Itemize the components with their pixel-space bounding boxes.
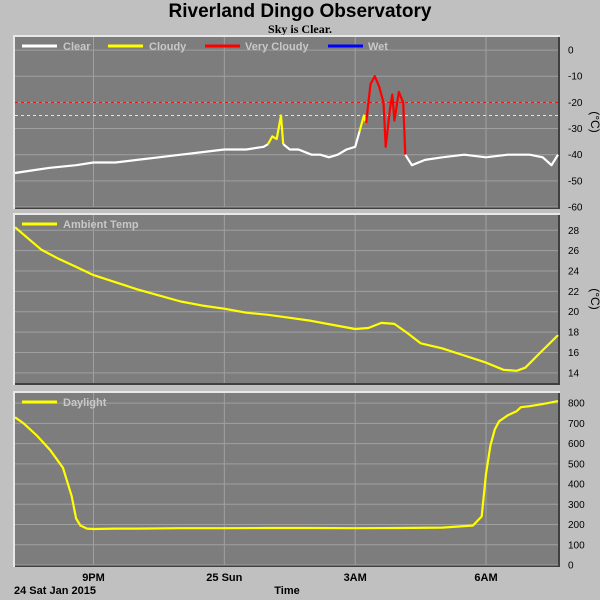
y-tick-label: 14 [568,368,580,379]
x-axis-label: Time [274,585,299,597]
series-line-cloudy [267,114,285,145]
sky-status-subtitle: Sky is Clear. [268,22,332,36]
page-title: Riverland Dingo Observatory [168,1,432,22]
y-tick-label: 600 [568,439,585,450]
legend-label: Daylight [63,397,107,409]
plot-area [15,215,558,383]
legend-label: Clear [63,41,91,53]
y-tick-label: 28 [568,226,580,237]
date-label: 24 Sat Jan 2015 [14,585,96,597]
x-tick-label: 3AM [344,572,367,584]
y-tick-label: 400 [568,480,585,491]
y-tick-label: 22 [568,287,580,298]
legend-label: Wet [368,41,388,53]
y-axis-unit-label: (°C) [588,111,600,132]
legend-label: Cloudy [149,41,187,53]
y-tick-label: 26 [568,246,580,257]
y-tick-label: -60 [568,203,583,214]
y-tick-label: 300 [568,500,585,511]
y-tick-label: 500 [568,459,585,470]
series-line-clear [282,130,361,159]
series-line-ambient-temp [14,226,559,372]
legend-label: Ambient Temp [63,219,139,231]
x-tick-label: 6AM [474,572,497,584]
y-tick-label: 200 [568,520,585,531]
y-tick-label: -30 [568,124,583,135]
y-axis-unit-label: (°C) [588,288,600,309]
y-tick-label: -50 [568,176,583,187]
y-tick-label: -10 [568,72,583,83]
y-tick-label: 20 [568,307,580,318]
legend-label: Very Cloudy [245,41,309,53]
y-tick-label: 24 [568,267,580,278]
y-tick-label: 0 [568,46,574,57]
y-tick-label: -40 [568,150,583,161]
x-tick-label: 9PM [82,572,105,584]
series-line-clear [14,143,269,175]
series-line-daylight [14,400,559,531]
x-tick-label: 25 Sun [206,572,242,584]
plot-area [15,393,558,565]
y-tick-label: 18 [568,328,580,339]
y-tick-label: 16 [568,348,580,359]
y-tick-label: -20 [568,98,583,109]
plot-area [15,37,558,207]
series-line-very-cloudy [365,75,407,155]
series-line-clear [404,153,559,167]
y-tick-label: 800 [568,399,585,410]
y-tick-label: 700 [568,419,585,430]
y-tick-label: 0 [568,561,574,572]
y-tick-label: 100 [568,540,585,551]
